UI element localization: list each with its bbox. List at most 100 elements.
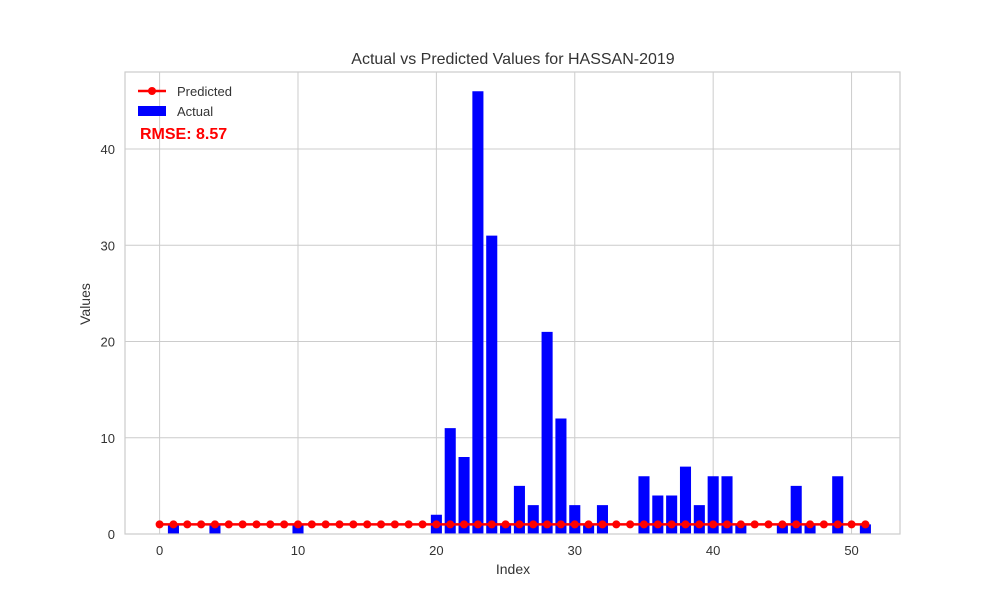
predicted-point — [335, 520, 344, 529]
predicted-point — [418, 520, 427, 529]
actual-bar — [513, 485, 525, 534]
actual-bar — [527, 505, 539, 534]
predicted-point — [210, 520, 219, 529]
actual-bar — [679, 466, 692, 534]
predicted-point — [515, 520, 524, 529]
actual-bar — [666, 495, 678, 534]
actual-bar — [486, 235, 498, 534]
predicted-point — [598, 520, 607, 529]
x-axis-ticks: 0 10 20 30 40 50 — [156, 543, 859, 558]
predicted-point — [473, 520, 482, 529]
predicted-point — [667, 520, 676, 529]
predicted-point — [487, 520, 496, 529]
predicted-point — [695, 520, 704, 529]
actual-bar — [735, 524, 747, 534]
predicted-point — [681, 520, 690, 529]
actual-bar — [500, 524, 512, 534]
legend: Predicted Actual — [138, 84, 232, 119]
actual-bar — [776, 524, 788, 534]
x-tick-label: 50 — [844, 543, 858, 558]
plot-background — [125, 72, 900, 534]
actual-bar — [596, 505, 608, 534]
actual-bar — [721, 476, 733, 534]
y-axis-ticks: 0 10 20 30 40 — [101, 142, 115, 542]
actual-bar — [804, 524, 816, 534]
y-tick-label: 0 — [108, 527, 115, 542]
predicted-point — [460, 520, 469, 529]
predicted-point — [709, 520, 718, 529]
predicted-point — [806, 520, 815, 529]
predicted-point — [861, 520, 870, 529]
actual-bar — [555, 418, 567, 534]
legend-predicted-marker — [148, 87, 156, 95]
actual-bar — [292, 524, 304, 534]
y-tick-label: 20 — [101, 335, 115, 350]
actual-bar — [444, 428, 456, 534]
y-tick-label: 40 — [101, 142, 115, 157]
predicted-point — [529, 520, 538, 529]
predicted-point — [321, 520, 330, 529]
actual-bar — [209, 524, 221, 534]
predicted-point — [404, 520, 413, 529]
predicted-point — [183, 520, 192, 529]
x-tick-label: 0 — [156, 543, 163, 558]
legend-actual-label: Actual — [177, 104, 213, 119]
predicted-point — [266, 520, 275, 529]
predicted-point — [197, 520, 206, 529]
rmse-annotation: RMSE: 8.57 — [140, 126, 227, 143]
x-tick-label: 10 — [291, 543, 305, 558]
actual-bar — [541, 331, 553, 534]
predicted-point — [723, 520, 732, 529]
predicted-point — [626, 520, 635, 529]
predicted-point — [556, 520, 565, 529]
predicted-point — [653, 520, 662, 529]
predicted-point — [293, 520, 302, 529]
predicted-point — [570, 520, 579, 529]
actual-bar — [652, 495, 664, 534]
predicted-point — [363, 520, 372, 529]
y-axis-label: Values — [77, 283, 93, 325]
legend-predicted-label: Predicted — [177, 84, 232, 99]
predicted-point — [584, 520, 593, 529]
predicted-point — [307, 520, 316, 529]
actual-bar — [569, 505, 581, 534]
actual-bar — [167, 524, 179, 534]
predicted-point — [792, 520, 801, 529]
predicted-point — [432, 520, 441, 529]
plot-border — [124, 71, 901, 535]
x-tick-label: 20 — [429, 543, 443, 558]
actual-bar — [458, 457, 470, 534]
predicted-line — [155, 520, 870, 529]
actual-bar — [859, 524, 871, 534]
x-tick-label: 30 — [568, 543, 582, 558]
predicted-point — [543, 520, 552, 529]
predicted-point — [819, 520, 828, 529]
actual-bar — [638, 476, 650, 534]
predicted-point — [778, 520, 787, 529]
predicted-point — [446, 520, 455, 529]
x-tick-label: 40 — [706, 543, 720, 558]
actual-bar — [583, 524, 595, 534]
predicted-point — [847, 520, 856, 529]
predicted-point — [377, 520, 386, 529]
actual-bar — [832, 476, 844, 534]
predicted-point — [764, 520, 773, 529]
plot-frame — [124, 71, 901, 535]
predicted-point — [349, 520, 358, 529]
predicted-point — [252, 520, 261, 529]
x-axis-label: Index — [496, 561, 530, 577]
predicted-point — [750, 520, 759, 529]
predicted-point — [224, 520, 233, 529]
plot-area — [125, 72, 900, 534]
y-tick-label: 30 — [101, 238, 115, 253]
predicted-point — [390, 520, 399, 529]
legend-actual-swatch — [138, 106, 166, 116]
predicted-point — [169, 520, 178, 529]
predicted-point — [833, 520, 842, 529]
predicted-point — [238, 520, 247, 529]
predicted-point — [612, 520, 621, 529]
predicted-point — [280, 520, 289, 529]
y-tick-label: 10 — [101, 431, 115, 446]
predicted-point — [639, 520, 648, 529]
